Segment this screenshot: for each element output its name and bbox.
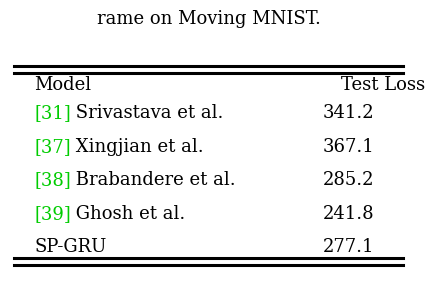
Text: [38]: [38]	[35, 171, 71, 189]
Text: Srivastava et al.: Srivastava et al.	[70, 104, 223, 122]
Text: Xingjian et al.: Xingjian et al.	[70, 138, 203, 156]
Text: 241.8: 241.8	[323, 205, 374, 222]
Text: Model: Model	[35, 76, 92, 94]
Text: [37]: [37]	[35, 138, 71, 156]
Text: 285.2: 285.2	[323, 171, 374, 189]
Text: SP-GRU: SP-GRU	[35, 238, 107, 256]
Text: 367.1: 367.1	[323, 138, 374, 156]
Text: 341.2: 341.2	[323, 104, 374, 122]
Text: rame on Moving MNIST.: rame on Moving MNIST.	[97, 10, 321, 28]
Text: [39]: [39]	[35, 205, 71, 222]
Text: Ghosh et al.: Ghosh et al.	[70, 205, 185, 222]
Text: Brabandere et al.: Brabandere et al.	[70, 171, 235, 189]
Text: Test Loss: Test Loss	[341, 76, 425, 94]
Text: 277.1: 277.1	[323, 238, 374, 256]
Text: [31]: [31]	[35, 104, 71, 122]
